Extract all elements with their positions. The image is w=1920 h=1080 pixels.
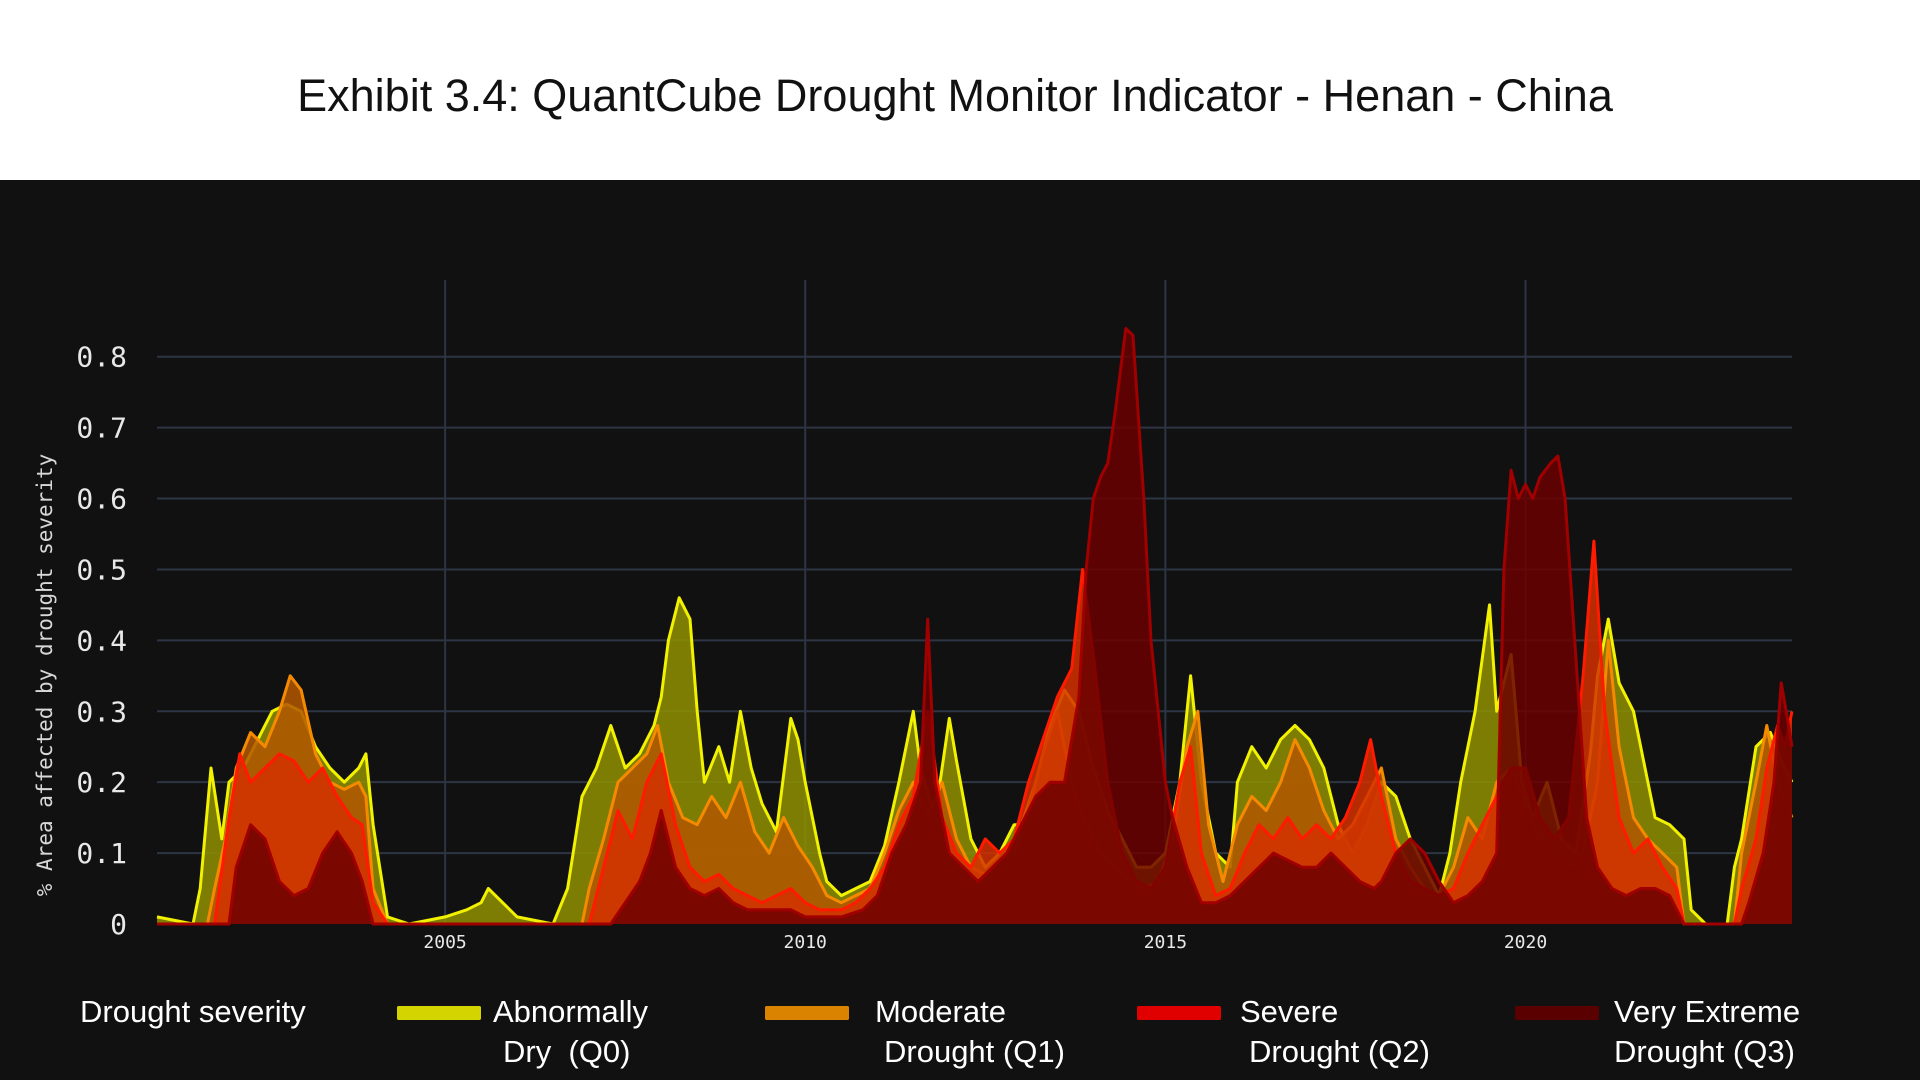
x-tick-labels: 2005 2010 2015 2020 xyxy=(423,932,1547,953)
area-fill-q3 xyxy=(157,328,1792,924)
grid-lines xyxy=(157,280,1792,924)
legend-label-q0-line2: Dry (Q0) xyxy=(503,1034,631,1069)
area-line-q3 xyxy=(157,326,1794,926)
area-fill-q2 xyxy=(157,541,1792,924)
legend-swatch-q3 xyxy=(1515,1006,1599,1020)
x-tick-label: 2010 xyxy=(784,932,827,953)
legend-label-q1-line1: Moderate xyxy=(875,994,1006,1029)
legend-label-q1-line2: Drought (Q1) xyxy=(884,1034,1065,1069)
legend-swatch-q2 xyxy=(1137,1006,1221,1020)
y-tick-label: 0.5 xyxy=(76,553,127,586)
legend-title: Drought severity xyxy=(80,994,306,1029)
y-tick-label: 0.2 xyxy=(76,766,127,799)
area-series xyxy=(156,326,1794,926)
y-tick-label: 0.6 xyxy=(76,483,127,516)
x-tick-label: 2020 xyxy=(1504,932,1547,953)
legend-label-q2-line2: Drought (Q2) xyxy=(1249,1034,1430,1069)
y-tick-labels: 0 0.1 0.2 0.3 0.4 0.5 0.6 0.7 0.8 xyxy=(76,341,127,941)
y-tick-label: 0.1 xyxy=(76,837,127,870)
y-tick-label: 0.3 xyxy=(76,695,127,728)
y-axis-label: % Area affected by drought severity xyxy=(33,454,57,897)
x-tick-label: 2015 xyxy=(1144,932,1187,953)
legend-label-q2-line1: Severe xyxy=(1240,994,1339,1029)
legend-swatch-q1 xyxy=(765,1006,849,1020)
legend-label-q0-line1: Abnormally xyxy=(493,994,649,1029)
y-tick-label: 0.7 xyxy=(76,412,127,445)
legend-label-q3-line2: Drought (Q3) xyxy=(1614,1034,1795,1069)
y-tick-label: 0.4 xyxy=(76,624,127,657)
legend-swatch-q0 xyxy=(397,1006,481,1020)
x-tick-label: 2005 xyxy=(423,932,466,953)
y-tick-label: 0.8 xyxy=(76,341,127,374)
legend-label-q3-line1: Very Extreme xyxy=(1614,994,1801,1029)
y-tick-label: 0 xyxy=(110,908,127,941)
chart-title: Exhibit 3.4: QuantCube Drought Monitor I… xyxy=(297,70,1613,121)
drought-area-chart: 00.10.20.30.40.50.60.70.8 2005 2010 2015 20… xyxy=(33,280,1794,953)
chart-panel: 0 0.1 0.2 0.3 0.4 0.5 0.6 0.7 0.8 2005 2010 2015 20… xyxy=(0,180,1920,1080)
